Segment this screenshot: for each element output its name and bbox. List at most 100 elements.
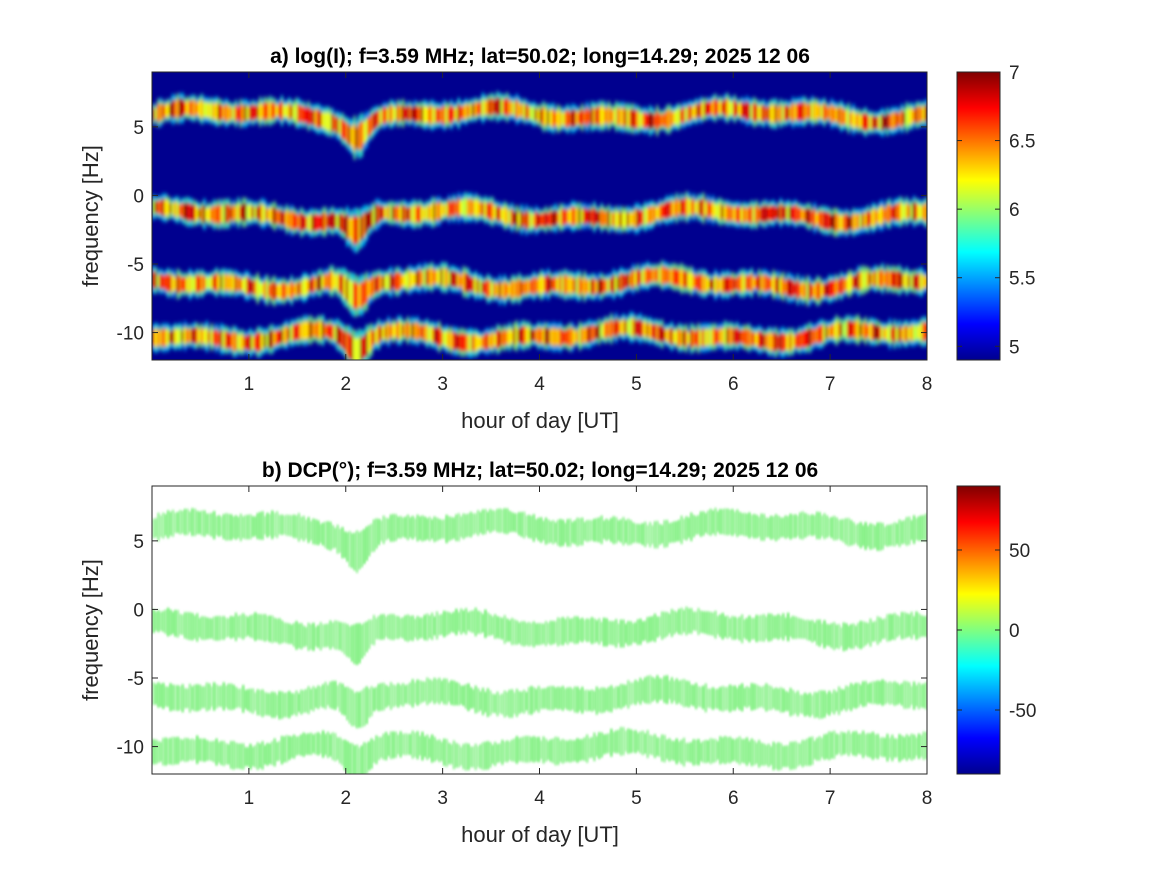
- band-cell: [541, 520, 546, 541]
- band-cell: [292, 623, 296, 647]
- band-cell: [399, 321, 403, 340]
- band-cell: [781, 332, 785, 352]
- band-cell: [183, 276, 187, 292]
- band-cell: [801, 102, 805, 121]
- band-cell: [277, 209, 282, 225]
- band-cell: [711, 612, 715, 636]
- band-cell: [277, 618, 282, 645]
- band-cell: [195, 327, 199, 344]
- band-cell: [486, 279, 490, 298]
- band-cell: [696, 328, 701, 348]
- band-cell: [471, 513, 475, 535]
- band-cell: [636, 110, 640, 129]
- band-cell: [675, 611, 679, 633]
- band-cell: [171, 329, 175, 345]
- band-cell: [619, 726, 623, 756]
- band-cell: [907, 736, 911, 759]
- band-cell: [556, 617, 560, 647]
- band-cell: [907, 682, 911, 709]
- band-cell: [173, 685, 178, 711]
- band-cell: [251, 746, 255, 767]
- band-cell: [566, 209, 570, 224]
- band-cell: [716, 100, 720, 115]
- band-cell: [353, 216, 357, 245]
- band-cell: [520, 210, 524, 229]
- band-cell: [340, 214, 345, 233]
- band-cell: [534, 328, 538, 343]
- band-cell: [319, 110, 323, 129]
- band-cell: [885, 205, 890, 223]
- band-cell: [210, 102, 214, 119]
- band-cell: [253, 280, 257, 295]
- band-cell: [728, 276, 732, 292]
- band-cell: [878, 617, 882, 643]
- band-cell: [188, 683, 192, 713]
- y-tick-label: 5: [133, 118, 144, 139]
- band-cell: [425, 269, 429, 286]
- band-cell: [699, 329, 703, 347]
- band-3: [152, 311, 927, 360]
- band-cell: [573, 277, 577, 293]
- band-cell: [745, 737, 749, 766]
- band-cell: [406, 271, 410, 289]
- band-cell: [498, 98, 502, 115]
- band-cell: [815, 737, 819, 761]
- band-cell: [658, 616, 662, 637]
- band-cell: [709, 202, 713, 217]
- band-cell: [694, 516, 698, 535]
- band-cell: [888, 271, 892, 287]
- band-cell: [522, 213, 526, 227]
- band-cell: [384, 731, 388, 761]
- band-cell: [861, 525, 865, 546]
- band-cell: [767, 206, 771, 221]
- band-cell: [207, 102, 211, 118]
- band-cell: [752, 683, 756, 710]
- band-cell: [481, 509, 485, 535]
- band-cell: [406, 514, 410, 541]
- band-cell: [268, 513, 272, 536]
- band-cell: [471, 610, 475, 633]
- band-cell: [636, 523, 640, 544]
- band-cell: [757, 208, 761, 221]
- band-cell: [316, 732, 320, 756]
- band-cell: [721, 275, 725, 294]
- band-cell: [866, 525, 870, 547]
- band-cell: [629, 682, 633, 706]
- band-cell: [280, 329, 284, 343]
- band-cell: [752, 740, 756, 766]
- band-cell: [554, 209, 558, 228]
- band-cell: [587, 279, 592, 295]
- band-cell: [781, 105, 785, 121]
- band-cell: [282, 211, 287, 226]
- band-cell: [290, 624, 294, 645]
- band-cell: [740, 274, 744, 293]
- band-cell: [885, 524, 890, 547]
- band-cell: [406, 733, 410, 755]
- band-cell: [263, 280, 267, 299]
- band-cell: [212, 102, 216, 120]
- band-cell: [408, 270, 412, 289]
- band-cell: [265, 333, 270, 348]
- band-cell: [907, 516, 911, 545]
- band-cell: [459, 746, 463, 766]
- band-cell: [372, 615, 376, 646]
- band-cell: [517, 328, 521, 343]
- band-cell: [265, 692, 270, 716]
- band-cell: [154, 328, 158, 348]
- band-cell: [355, 216, 359, 245]
- band-cell: [256, 105, 260, 119]
- band-cell: [336, 116, 340, 134]
- band-cell: [340, 622, 345, 653]
- band-cell: [914, 611, 919, 640]
- band-cell: [791, 206, 795, 221]
- band-cell: [861, 212, 865, 229]
- band-cell: [345, 123, 349, 143]
- band-cell: [752, 514, 756, 539]
- band-cell: [769, 515, 773, 540]
- band-cell: [287, 735, 291, 760]
- band-cell: [355, 691, 359, 729]
- band-cell: [619, 320, 623, 335]
- band-cell: [914, 273, 919, 290]
- band-cell: [168, 683, 173, 712]
- band-cell: [694, 275, 698, 289]
